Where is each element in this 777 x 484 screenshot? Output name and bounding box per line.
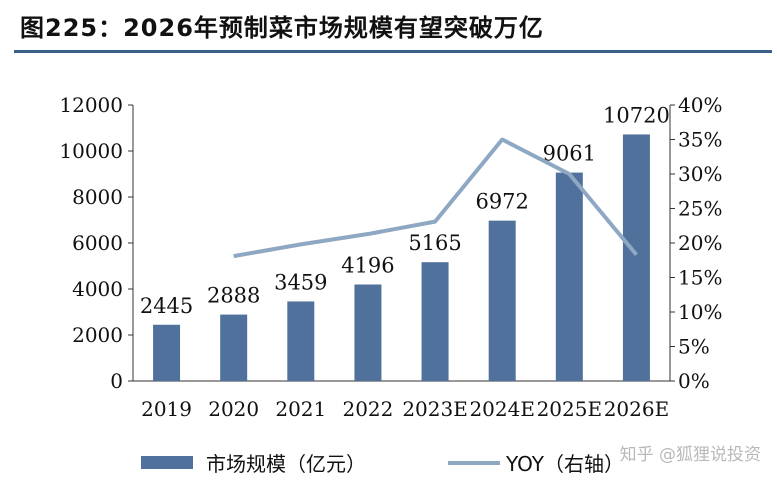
bar	[488, 220, 516, 381]
bars	[153, 134, 650, 381]
y-tick-label-right: 10%	[678, 300, 722, 324]
y-tick-label-right: 25%	[678, 197, 722, 221]
y-tick-label-left: 6000	[72, 231, 123, 255]
y-tick-label-right: 5%	[678, 335, 710, 359]
y-tick-label-right: 30%	[678, 162, 722, 186]
y-tick-label-left: 2000	[72, 323, 123, 347]
y-tick-label-left: 0	[110, 369, 123, 393]
title-rule	[14, 50, 772, 53]
x-tick-label: 2019	[141, 397, 192, 421]
watermark: 知乎 @狐狸说投资	[619, 445, 761, 465]
bar	[153, 324, 181, 381]
bar	[622, 134, 650, 381]
bar-value-label: 2445	[140, 294, 193, 318]
y-tick-label-right: 35%	[678, 128, 722, 152]
axes: 0 2000 4000 6000 8000 10000 12000 0% 5% 10% 15% 20%…	[59, 93, 722, 421]
x-tick-label: 2024E	[469, 397, 535, 421]
bar-value-label: 3459	[274, 270, 327, 294]
bar-value-label: 9061	[543, 142, 596, 166]
x-tick-label: 2021	[275, 397, 326, 421]
x-tick-label: 2023E	[402, 397, 468, 421]
x-tick-label: 2022	[342, 397, 393, 421]
bar-value-label: 2888	[207, 284, 260, 308]
legend: 市场规模（亿元） YOY（右轴）	[141, 452, 624, 476]
bar	[421, 262, 449, 381]
legend-label-bar: 市场规模（亿元）	[206, 452, 366, 476]
bar-value-label: 4196	[341, 253, 394, 277]
legend-swatch-bar	[141, 456, 193, 469]
legend-label-line: YOY（右轴）	[505, 452, 624, 476]
x-tick-label: 2020	[208, 397, 259, 421]
x-tick-label: 2026E	[604, 397, 670, 421]
bar-labels: 2445 2888 3459 4196 5165 6972 9061 10720	[140, 103, 670, 317]
y-tick-label-left: 10000	[59, 139, 123, 163]
bar	[354, 284, 382, 381]
bar	[555, 172, 583, 381]
y-tick-label-left: 12000	[59, 93, 123, 117]
chart-title: 图225：2026年预制菜市场规模有望突破万亿	[20, 14, 544, 42]
bar-value-label: 6972	[475, 190, 528, 214]
y-tick-label-right: 20%	[678, 231, 722, 255]
y-tick-label-left: 8000	[72, 185, 123, 209]
y-tick-label-right: 15%	[678, 266, 722, 290]
bar	[220, 314, 248, 381]
y-tick-label-right: 40%	[678, 93, 722, 117]
y-tick-label-right: 0%	[678, 369, 710, 393]
bar-value-label: 5165	[408, 231, 461, 255]
bar-value-label: 10720	[603, 103, 670, 127]
y-tick-label-left: 4000	[72, 277, 123, 301]
bar	[287, 301, 315, 381]
yoy-line	[233, 137, 638, 259]
x-tick-label: 2025E	[537, 397, 603, 421]
